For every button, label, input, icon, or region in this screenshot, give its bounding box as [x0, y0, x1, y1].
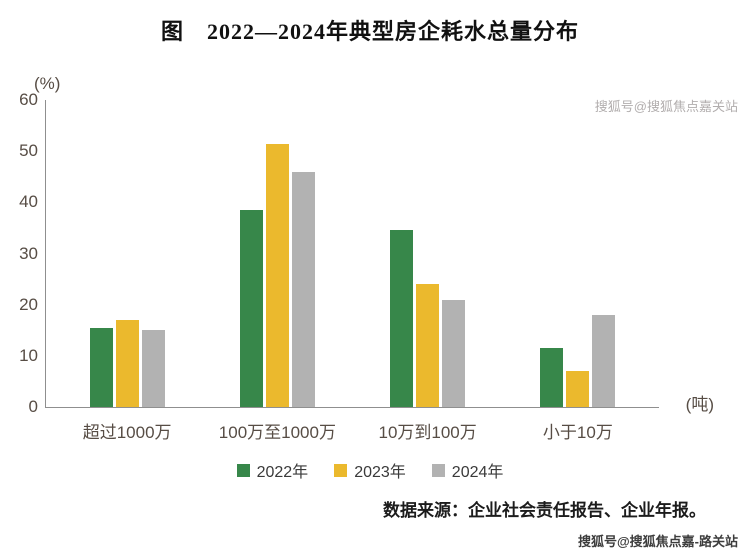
y-tick-label: 60: [19, 90, 38, 109]
bar-2024年: [141, 330, 165, 407]
bar-2024年: [442, 299, 466, 407]
y-tick-label: 30: [19, 243, 38, 263]
legend-swatch-icon: [236, 463, 250, 477]
bar-2023年: [416, 284, 440, 407]
x-category-label: 10万到100万: [378, 423, 477, 442]
watermark-top: 搜狐号@搜狐焦点嘉关站: [594, 99, 738, 114]
legend-item: 2022年: [236, 458, 309, 482]
bar-2022年: [540, 348, 564, 407]
chart-title: 图 2022—2024年典型房企耗水总量分布: [160, 19, 579, 44]
legend-swatch-icon: [431, 463, 445, 477]
x-category-label: 小于10万: [542, 423, 613, 442]
bar-2022年: [390, 230, 414, 407]
y-tick-label: 40: [19, 192, 38, 212]
bar-2023年: [265, 143, 289, 407]
y-axis-unit-label: (%): [34, 74, 61, 93]
bar-group: 超过1000万: [83, 100, 172, 442]
x-category-label: 100万至1000万: [218, 423, 336, 442]
bar-2022年: [89, 327, 113, 407]
bar-2023年: [566, 371, 590, 407]
x-category-label: 超过1000万: [82, 423, 172, 442]
data-source-note: 数据来源：企业社会责任报告、企业年报。: [383, 501, 706, 520]
legend-item: 2023年: [334, 458, 406, 482]
bar-2022年: [239, 210, 263, 407]
bar-group: 小于10万: [540, 100, 616, 442]
y-tick-label: 0: [28, 397, 38, 416]
legend-label: 2023年: [354, 464, 406, 481]
bar-2024年: [291, 171, 315, 407]
legend-label: 2022年: [256, 464, 309, 481]
y-tick-label: 20: [19, 294, 38, 314]
legend-item: 2024年: [431, 458, 504, 482]
y-tick-label: 10: [19, 345, 38, 365]
y-tick-label: 50: [19, 141, 38, 161]
bar-2023年: [115, 320, 139, 407]
bar-group: 100万至1000万: [219, 100, 336, 442]
bar-groups-container: 超过1000万 100万至1000万 10万到100万 小于10万: [46, 100, 659, 442]
watermark-bottom: 搜狐号@搜狐焦点嘉-路关站: [577, 534, 738, 549]
bar-group: 10万到100万: [378, 100, 477, 442]
x-axis-unit-label: (吨): [685, 395, 714, 414]
chart-legend: 2022年 2023年 2024年: [0, 458, 740, 482]
legend-label: 2024年: [451, 464, 504, 481]
legend-swatch-icon: [334, 463, 348, 477]
bar-2024年: [592, 314, 616, 407]
plot-area: (%) (吨) 超过1000万 100万至1000万 10万到100万 小于10万 0…: [19, 74, 714, 442]
